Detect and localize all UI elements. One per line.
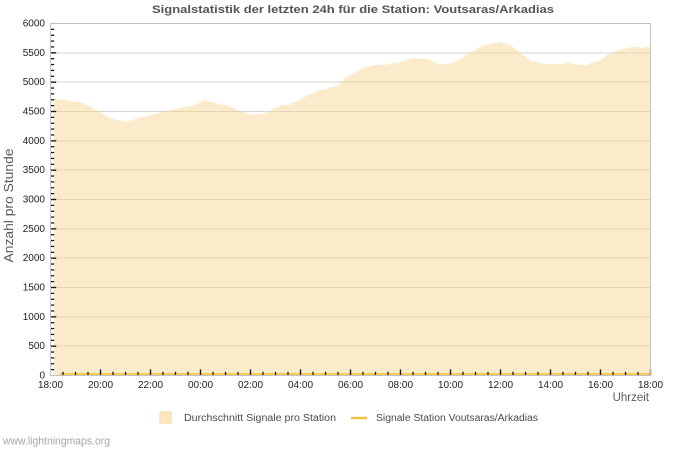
svg-text:500: 500 — [28, 341, 45, 352]
svg-text:4000: 4000 — [23, 136, 46, 147]
svg-text:18:00: 18:00 — [638, 380, 663, 391]
svg-text:Anzahl pro Stunde: Anzahl pro Stunde — [2, 148, 16, 262]
svg-text:Durchschnitt Signale pro Stati: Durchschnitt Signale pro Station — [184, 413, 336, 424]
svg-text:04:00: 04:00 — [288, 380, 313, 391]
svg-text:Signalstatistik der letzten 24: Signalstatistik der letzten 24h für die … — [152, 4, 554, 16]
svg-text:12:00: 12:00 — [488, 380, 513, 391]
svg-text:2500: 2500 — [23, 224, 46, 235]
svg-text:02:00: 02:00 — [238, 380, 263, 391]
svg-text:5500: 5500 — [23, 48, 46, 59]
svg-text:1500: 1500 — [23, 283, 46, 294]
svg-text:20:00: 20:00 — [88, 380, 113, 391]
svg-text:6000: 6000 — [23, 19, 46, 30]
svg-text:06:00: 06:00 — [338, 380, 363, 391]
svg-text:3500: 3500 — [23, 165, 46, 176]
svg-text:16:00: 16:00 — [588, 380, 613, 391]
svg-text:2000: 2000 — [23, 253, 46, 264]
svg-text:00:00: 00:00 — [188, 380, 213, 391]
svg-text:14:00: 14:00 — [538, 380, 563, 391]
svg-text:18:00: 18:00 — [38, 380, 63, 391]
svg-text:10:00: 10:00 — [438, 380, 463, 391]
svg-text:0: 0 — [39, 371, 45, 382]
svg-text:Uhrzeit: Uhrzeit — [613, 392, 650, 404]
svg-text:1000: 1000 — [23, 312, 46, 323]
svg-text:Signale Station Voutsaras/Arka: Signale Station Voutsaras/Arkadias — [376, 413, 538, 424]
svg-text:4500: 4500 — [23, 107, 46, 118]
svg-text:5000: 5000 — [23, 77, 46, 88]
svg-text:3000: 3000 — [23, 195, 46, 206]
svg-text:08:00: 08:00 — [388, 380, 413, 391]
svg-text:22:00: 22:00 — [138, 380, 163, 391]
svg-text:www.lightningmaps.org: www.lightningmaps.org — [2, 436, 110, 448]
